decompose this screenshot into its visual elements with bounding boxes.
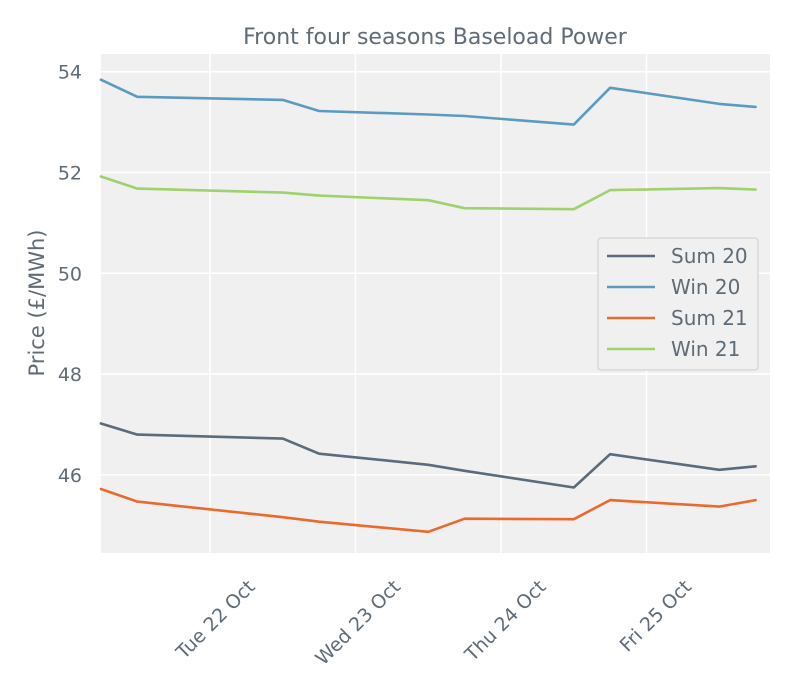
x-tick-label: Fri 25 Oct (616, 576, 696, 656)
series-line-win-20 (99, 78, 757, 126)
legend-label: Sum 20 (671, 244, 748, 268)
legend-label: Sum 21 (671, 306, 748, 330)
chart-title: Front four seasons Baseload Power (243, 25, 628, 50)
legend-box (597, 237, 759, 371)
y-tick-label: 52 (58, 162, 82, 184)
y-tick-label: 50 (58, 263, 82, 285)
y-axis-label: Price (£/MWh) (25, 230, 49, 377)
x-tick-labels: Tue 22 Oct Wed 23 Oct Thu 24 Oct Fri 25 Oct (171, 576, 696, 670)
series-line-sum-21 (99, 487, 757, 534)
series-line-sum-20 (99, 422, 757, 489)
series-line-win-21 (99, 175, 757, 211)
series-lines (99, 78, 757, 534)
legend: Sum 20 Win 20 Sum 21 Win 21 (597, 237, 759, 371)
x-tick-label: Thu 24 Oct (460, 576, 550, 666)
y-tick-labels: 46 48 50 52 54 (58, 62, 82, 487)
legend-label: Win 20 (671, 275, 740, 299)
legend-label: Win 21 (671, 337, 740, 361)
y-tick-label: 46 (58, 465, 82, 487)
x-tick-label: Tue 22 Oct (171, 576, 259, 664)
x-tick-label: Wed 23 Oct (311, 576, 405, 670)
y-tick-label: 48 (58, 364, 82, 386)
y-tick-label: 54 (58, 62, 82, 84)
